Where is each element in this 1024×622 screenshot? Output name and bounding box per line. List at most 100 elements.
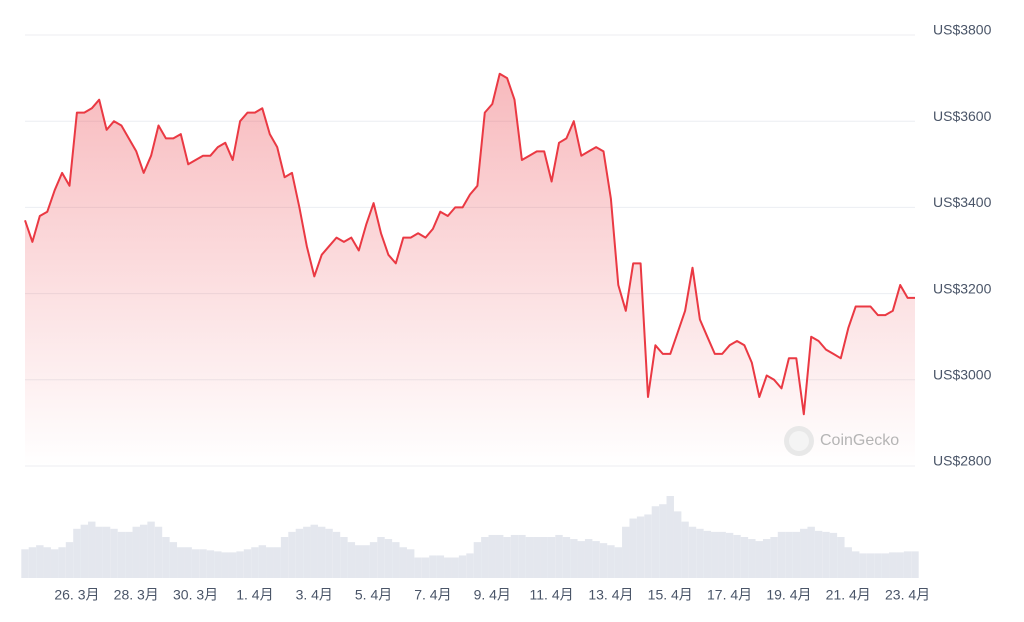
- volume-bar: [458, 555, 467, 578]
- volume-bar: [221, 552, 229, 578]
- volume-bar: [36, 545, 44, 578]
- volume-bar: [903, 551, 912, 578]
- x-tick-label: 21. 4月: [826, 587, 871, 603]
- volume-bar: [748, 539, 756, 578]
- volume-bar: [206, 550, 215, 578]
- volume-bar: [555, 534, 563, 578]
- volume-bar: [896, 552, 904, 578]
- y-tick-label: US$3000: [933, 367, 992, 383]
- y-tick-label: US$3600: [933, 108, 992, 124]
- volume-bar: [785, 531, 793, 578]
- volume-bar: [666, 496, 674, 578]
- volume-bar: [547, 537, 556, 578]
- y-tick-label: US$3800: [933, 22, 992, 38]
- y-tick-label: US$2800: [933, 453, 992, 469]
- volume-bar: [273, 547, 281, 578]
- volume-bar: [154, 526, 163, 578]
- volume-bar: [466, 553, 474, 578]
- volume-bar: [711, 531, 719, 578]
- volume-bar: [696, 528, 704, 578]
- volume-bar: [21, 549, 29, 578]
- volume-bar: [829, 532, 838, 578]
- volume-bar: [473, 542, 482, 578]
- volume-bar: [73, 528, 81, 578]
- volume-bar: [488, 534, 496, 578]
- volume-bar: [288, 531, 296, 578]
- volume-bar: [28, 547, 37, 578]
- x-tick-label: 26. 3月: [54, 587, 99, 603]
- x-tick-label: 7. 4月: [414, 587, 451, 603]
- volume-bar: [184, 547, 192, 578]
- volume-bar: [881, 553, 890, 578]
- volume-bar: [703, 530, 712, 578]
- y-tick-label: US$3400: [933, 194, 992, 210]
- volume-bar: [377, 537, 385, 578]
- volume-bar: [132, 526, 140, 578]
- volume-bar: [177, 547, 185, 578]
- volume-bar: [614, 547, 623, 578]
- volume-bar: [325, 528, 333, 578]
- area: [25, 73, 915, 467]
- x-tick-label: 30. 3月: [173, 587, 218, 603]
- x-tick-label: 9. 4月: [474, 587, 511, 603]
- volume-bar: [651, 506, 660, 578]
- volume-bar: [436, 555, 445, 578]
- x-tick-label: 13. 4月: [588, 587, 633, 603]
- volume-bar: [110, 528, 118, 578]
- volume-bar: [243, 549, 252, 578]
- volume-bar: [214, 551, 222, 578]
- volume-bar: [444, 557, 452, 578]
- volume-bar: [577, 541, 585, 578]
- volume-bar: [874, 553, 882, 578]
- volume-bar: [889, 552, 897, 578]
- volume-bar: [607, 545, 615, 578]
- volume-bar: [102, 526, 111, 578]
- volume-bar: [199, 549, 207, 578]
- volume-bar: [681, 521, 689, 578]
- volume-bar: [911, 551, 919, 578]
- volume-bar: [236, 551, 244, 578]
- x-tick-label: 11. 4月: [530, 587, 574, 603]
- volume-bar: [762, 539, 771, 578]
- volume-bar: [95, 526, 103, 578]
- x-tick-label: 19. 4月: [766, 587, 811, 603]
- volume-bar: [258, 545, 267, 578]
- volume-bar: [266, 547, 274, 578]
- volume-bar: [770, 537, 778, 578]
- volume-bar: [58, 547, 66, 578]
- volume-bar: [280, 537, 289, 578]
- volume-bar: [800, 528, 808, 578]
- volume-bar: [303, 526, 311, 578]
- volume-bar: [844, 547, 852, 578]
- volume-bar: [125, 531, 133, 578]
- volume-bar: [251, 547, 259, 578]
- volume-bar: [740, 537, 749, 578]
- volume-bar: [399, 547, 407, 578]
- volume-bar: [362, 545, 370, 578]
- volume-bar: [369, 542, 378, 578]
- volume-bar: [451, 557, 459, 578]
- volume-bar: [540, 537, 548, 578]
- volume-bar: [317, 526, 326, 578]
- x-tick-label: 1. 4月: [236, 587, 273, 603]
- volume-bar: [481, 537, 489, 578]
- volume-bar: [295, 528, 304, 578]
- volume-bar: [562, 537, 571, 578]
- volume-bar: [65, 542, 74, 578]
- volume-bar: [88, 521, 96, 578]
- volume-bar: [866, 553, 875, 578]
- volume-bar: [139, 524, 148, 578]
- volume-bar: [50, 549, 59, 578]
- volume-bar: [495, 534, 504, 578]
- volume-bar: [43, 547, 51, 578]
- volume-bar: [355, 545, 363, 578]
- x-tick-label: 5. 4月: [355, 587, 392, 603]
- volume-bar: [162, 537, 170, 578]
- volume-bar: [525, 537, 534, 578]
- volume-bar: [510, 534, 519, 578]
- volume-bar: [384, 539, 393, 578]
- volume-bar: [777, 531, 786, 578]
- x-tick-label: 3. 4月: [296, 587, 333, 603]
- volume-bar: [673, 511, 682, 578]
- volume-bar: [688, 526, 697, 578]
